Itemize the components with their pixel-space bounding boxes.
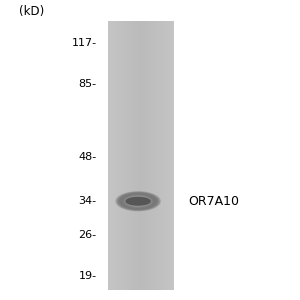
Bar [119, 21, 120, 290]
Bar [152, 21, 153, 290]
Ellipse shape [115, 191, 161, 211]
Bar [143, 21, 144, 290]
Bar [113, 21, 114, 290]
Ellipse shape [118, 192, 158, 210]
Ellipse shape [120, 193, 156, 209]
Ellipse shape [128, 197, 148, 206]
Bar [108, 21, 174, 290]
Bar [138, 21, 139, 290]
Bar [124, 21, 125, 290]
Bar [162, 21, 163, 290]
Bar [153, 21, 154, 290]
Bar [136, 21, 137, 290]
Bar [168, 21, 169, 290]
Bar [132, 21, 134, 290]
Bar [137, 21, 138, 290]
Bar [151, 21, 152, 290]
Ellipse shape [119, 193, 157, 210]
Bar [139, 21, 140, 290]
Bar [142, 21, 143, 290]
Bar [148, 21, 149, 290]
Text: 34-: 34- [78, 196, 97, 206]
Bar [172, 21, 173, 290]
Bar [111, 21, 112, 290]
Bar [123, 21, 124, 290]
Bar [122, 21, 123, 290]
Bar [155, 21, 156, 290]
Ellipse shape [116, 192, 160, 211]
Bar [146, 21, 148, 290]
Text: (kD): (kD) [19, 4, 44, 18]
Bar [160, 21, 161, 290]
Bar [154, 21, 155, 290]
Text: OR7A10: OR7A10 [189, 195, 240, 208]
Bar [173, 21, 174, 290]
Bar [144, 21, 145, 290]
Bar [149, 21, 150, 290]
Bar [150, 21, 151, 290]
Ellipse shape [121, 194, 155, 209]
Bar [169, 21, 170, 290]
Bar [110, 21, 111, 290]
Bar [112, 21, 113, 290]
Bar [141, 21, 142, 290]
Bar [165, 21, 166, 290]
Ellipse shape [117, 192, 159, 211]
Bar [128, 21, 129, 290]
Ellipse shape [122, 194, 154, 208]
Bar [129, 21, 130, 290]
Bar [161, 21, 162, 290]
Text: 48-: 48- [78, 152, 97, 162]
Bar [126, 21, 127, 290]
Bar [117, 21, 118, 290]
Ellipse shape [125, 196, 151, 207]
Text: 117-: 117- [71, 38, 97, 49]
Ellipse shape [127, 196, 149, 206]
Bar [170, 21, 172, 290]
Bar [156, 21, 158, 290]
Text: 26-: 26- [78, 230, 97, 241]
Bar [164, 21, 165, 290]
Ellipse shape [126, 196, 150, 206]
Bar [163, 21, 164, 290]
Bar [116, 21, 117, 290]
Bar [118, 21, 119, 290]
Bar [127, 21, 128, 290]
Ellipse shape [125, 197, 151, 206]
Text: 85-: 85- [78, 79, 97, 89]
Bar [131, 21, 132, 290]
Bar [134, 21, 136, 290]
Bar [120, 21, 122, 290]
Bar [158, 21, 160, 290]
Bar [130, 21, 131, 290]
Bar [125, 21, 126, 290]
Ellipse shape [124, 195, 152, 207]
Bar [166, 21, 167, 290]
Ellipse shape [122, 194, 154, 208]
Bar [115, 21, 116, 290]
Text: 19-: 19- [78, 271, 97, 281]
Bar [108, 21, 110, 290]
Ellipse shape [124, 195, 153, 208]
Bar [114, 21, 115, 290]
Bar [167, 21, 168, 290]
Bar [140, 21, 141, 290]
